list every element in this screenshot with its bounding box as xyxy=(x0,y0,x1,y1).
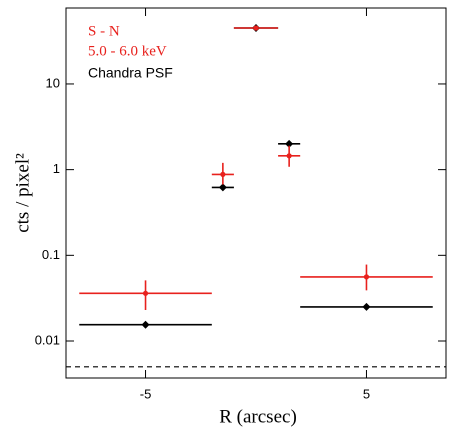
y-tick-label: 1 xyxy=(53,161,60,176)
point xyxy=(253,25,259,31)
point xyxy=(141,320,150,329)
x-axis-label: R (arcsec) xyxy=(219,406,297,427)
y-axis-label: cts / pixel² xyxy=(12,153,33,233)
point xyxy=(142,290,149,296)
point xyxy=(363,274,370,280)
annotation: 5.0 - 6.0 keV xyxy=(88,43,167,59)
point xyxy=(362,302,371,311)
y-tick-label: 0.1 xyxy=(42,247,60,262)
point xyxy=(218,183,227,192)
y-tick-label: 10 xyxy=(46,75,60,90)
point xyxy=(286,153,292,159)
plot-frame xyxy=(65,7,447,379)
legend-label: Chandra PSF xyxy=(88,65,173,81)
y-tick-label: 0.01 xyxy=(35,332,60,347)
point xyxy=(220,171,226,177)
point xyxy=(285,139,294,148)
x-tick-label: 5 xyxy=(363,386,370,401)
legend-label: S - N xyxy=(88,23,120,39)
x-tick-label: -5 xyxy=(140,386,152,401)
